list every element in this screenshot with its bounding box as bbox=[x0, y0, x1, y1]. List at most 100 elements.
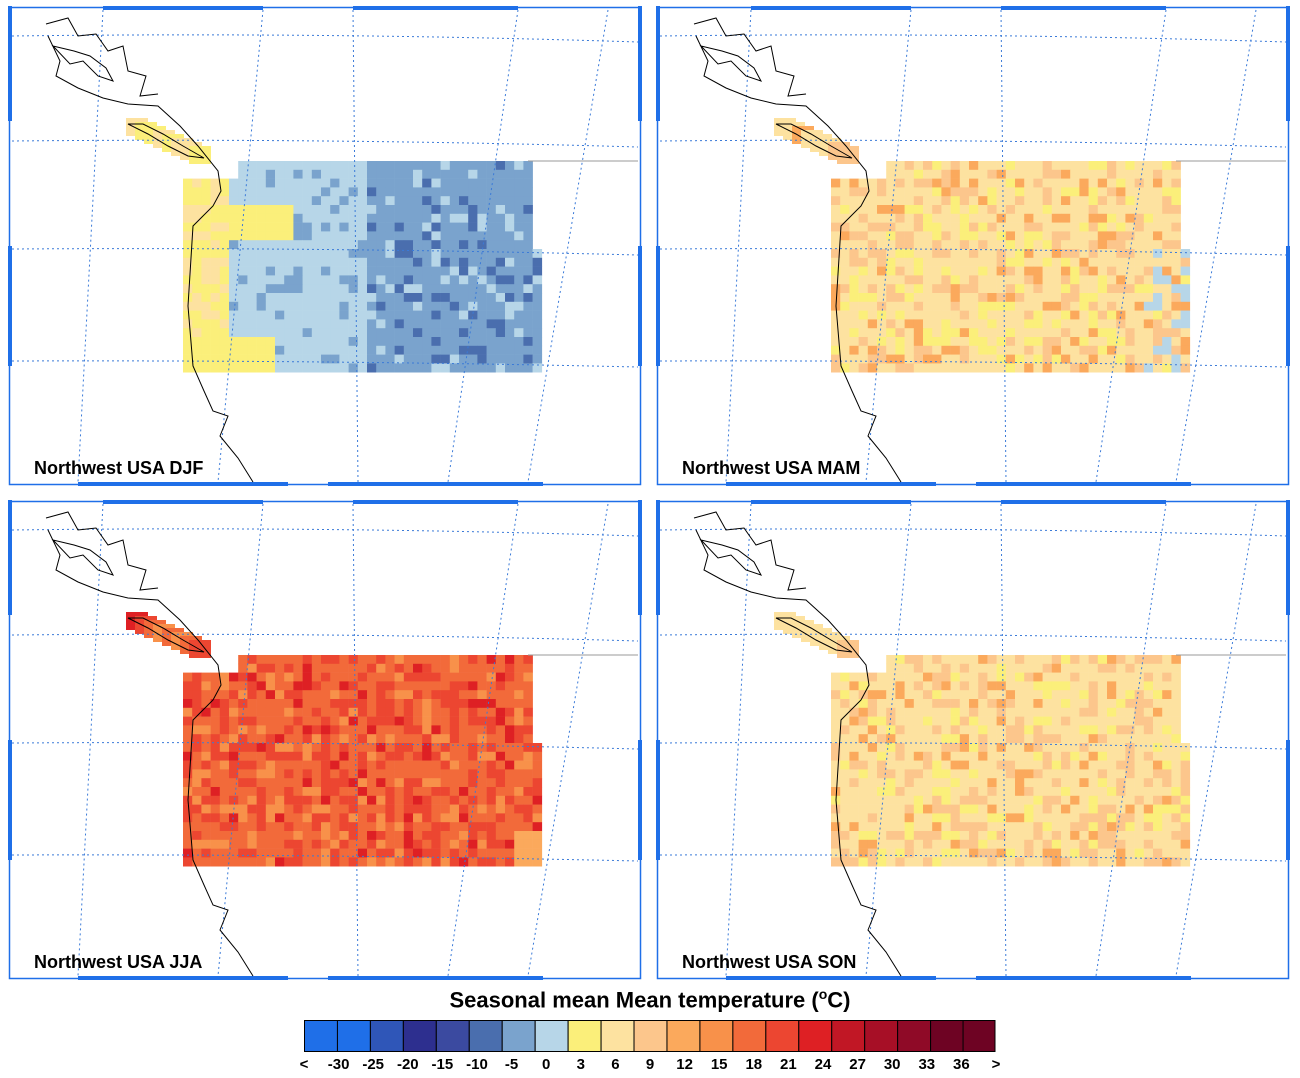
field-cell bbox=[1033, 690, 1043, 700]
field-cell bbox=[1162, 354, 1172, 364]
field-cell bbox=[357, 345, 368, 355]
field-cell bbox=[523, 778, 533, 788]
field-cell bbox=[219, 848, 230, 858]
field-cell bbox=[367, 751, 377, 761]
field-cell bbox=[376, 178, 386, 188]
field-cell bbox=[495, 707, 506, 717]
field-cell bbox=[431, 213, 441, 223]
field-cell bbox=[247, 249, 257, 259]
field-cell bbox=[840, 716, 850, 726]
field-cell bbox=[183, 699, 193, 709]
colorbar-tick-label: 15 bbox=[710, 1056, 728, 1073]
field-cell bbox=[330, 707, 340, 717]
field-cell bbox=[932, 716, 942, 726]
field-cell bbox=[1070, 743, 1080, 753]
field-cell bbox=[192, 231, 202, 241]
colorbar-swatch bbox=[897, 1020, 932, 1052]
field-cell bbox=[840, 795, 850, 805]
field-cell bbox=[932, 178, 942, 188]
field-cell bbox=[284, 778, 294, 788]
field-cell bbox=[1051, 787, 1062, 797]
field-cell bbox=[284, 743, 294, 753]
field-cell bbox=[867, 275, 878, 285]
field-cell bbox=[1143, 681, 1154, 691]
field-cell bbox=[394, 769, 405, 779]
field-cell bbox=[459, 848, 469, 858]
field-cell bbox=[1134, 363, 1145, 373]
field-cell bbox=[321, 363, 331, 373]
field-cell bbox=[1024, 663, 1034, 673]
field-cell bbox=[265, 831, 276, 841]
field-cell bbox=[523, 734, 533, 744]
field-cell bbox=[201, 707, 211, 717]
field-cell bbox=[987, 257, 997, 267]
colorbar-tick-label: 24 bbox=[814, 1056, 832, 1073]
field-cell bbox=[192, 284, 202, 294]
field-cell bbox=[941, 716, 951, 726]
colorbar-tick-label: 18 bbox=[745, 1056, 763, 1073]
field-cell bbox=[376, 310, 386, 320]
field-cell bbox=[183, 672, 193, 682]
field-cell bbox=[385, 760, 395, 770]
field-cell bbox=[505, 266, 515, 276]
field-cell bbox=[376, 205, 386, 215]
field-cell bbox=[1042, 831, 1053, 841]
field-cell bbox=[959, 345, 970, 355]
field-cell bbox=[385, 655, 395, 665]
field-cell bbox=[950, 337, 961, 347]
field-cell bbox=[1107, 328, 1117, 338]
field-cell bbox=[440, 734, 451, 744]
field-cell bbox=[403, 240, 414, 250]
field-cell bbox=[431, 363, 441, 373]
field-cell bbox=[183, 266, 193, 276]
field-cell bbox=[1125, 213, 1135, 223]
field-cell bbox=[1033, 787, 1043, 797]
field-cell bbox=[1015, 663, 1025, 673]
field-cell bbox=[256, 787, 267, 797]
field-cell bbox=[514, 725, 524, 735]
field-cell bbox=[1061, 734, 1071, 744]
field-cell bbox=[1042, 222, 1053, 232]
field-cell bbox=[449, 231, 460, 241]
field-cell bbox=[886, 804, 896, 814]
field-cell bbox=[1015, 328, 1025, 338]
field-cell bbox=[468, 760, 478, 770]
field-cell bbox=[394, 187, 405, 197]
field-cell bbox=[440, 716, 451, 726]
field-cell bbox=[1015, 196, 1025, 206]
field-cell bbox=[831, 178, 841, 188]
field-cell bbox=[394, 293, 405, 303]
field-cell bbox=[523, 293, 533, 303]
field-cell bbox=[459, 839, 469, 849]
field-cell bbox=[1143, 690, 1154, 700]
field-cell bbox=[422, 769, 432, 779]
field-cell bbox=[1051, 293, 1062, 303]
field-cell bbox=[886, 743, 896, 753]
colorbar-swatch bbox=[468, 1020, 503, 1052]
field-cell bbox=[1042, 655, 1053, 665]
field-cell bbox=[376, 672, 386, 682]
field-cell bbox=[275, 337, 285, 347]
field-cell bbox=[238, 161, 248, 171]
field-cell bbox=[201, 266, 211, 276]
field-cell bbox=[385, 778, 395, 788]
field-cell bbox=[923, 839, 933, 849]
field-cell bbox=[431, 240, 441, 250]
field-cell bbox=[923, 813, 933, 823]
field-cell bbox=[238, 822, 248, 832]
field-cell bbox=[449, 663, 460, 673]
colorbar-swatch bbox=[633, 1020, 668, 1052]
field-cell bbox=[831, 249, 841, 259]
field-cell bbox=[413, 734, 423, 744]
field-cell bbox=[996, 813, 1007, 823]
field-cell bbox=[256, 743, 267, 753]
field-cell bbox=[449, 354, 460, 364]
field-cell bbox=[1015, 769, 1025, 779]
field-cell bbox=[1033, 178, 1043, 188]
field-cell bbox=[505, 813, 515, 823]
field-cell bbox=[477, 196, 487, 206]
field-cell bbox=[1051, 769, 1062, 779]
field-cell bbox=[849, 751, 859, 761]
field-cell bbox=[348, 655, 359, 665]
field-cell bbox=[256, 240, 267, 250]
